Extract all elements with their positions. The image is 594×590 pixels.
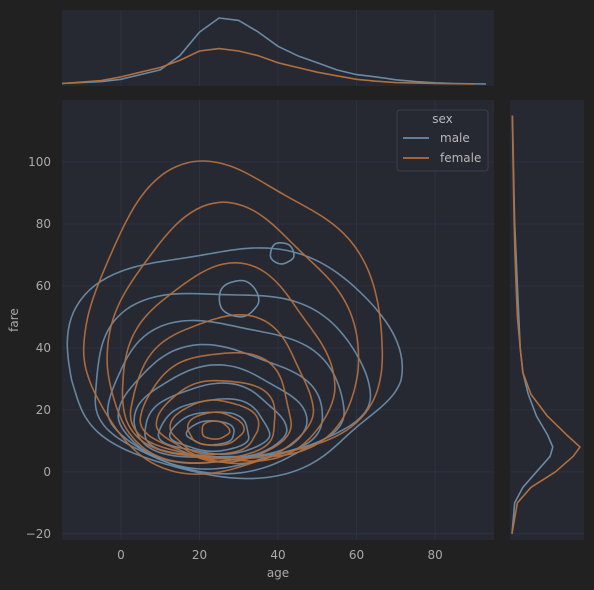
male-contour-level-1 <box>66 247 404 480</box>
male-contour-island <box>269 242 295 265</box>
top-marginal-grid <box>120 10 436 86</box>
female-contour-level-4 <box>129 313 315 465</box>
x-tick-label: 80 <box>427 548 442 562</box>
y-axis-label: fare <box>7 308 21 332</box>
joint-kde-axes: 0 20 40 60 80 −20 0 20 40 60 80 100 <box>26 100 494 562</box>
female-contour-level-9 <box>201 420 231 440</box>
right-marginal-background <box>510 100 584 540</box>
legend-title: sex <box>432 112 453 126</box>
y-tick-label: 80 <box>36 217 51 231</box>
right-marginal-grid <box>510 161 584 535</box>
female-contour-level-5 <box>139 351 293 464</box>
male-contour-level-5 <box>133 363 308 458</box>
y-tick-label: 20 <box>36 403 51 417</box>
x-tick-label: 0 <box>117 548 125 562</box>
right-marginal-axes <box>510 100 584 540</box>
x-tick-labels: 0 20 40 60 80 <box>117 548 443 562</box>
y-tick-label: 100 <box>28 155 51 169</box>
top-marginal-axes <box>61 10 494 86</box>
y-tick-label: 40 <box>36 341 51 355</box>
female-fare-density <box>511 115 581 534</box>
legend-box <box>396 109 489 172</box>
y-tick-labels: −20 0 20 40 60 80 100 <box>26 155 51 541</box>
male-contour-island <box>218 279 260 318</box>
x-tick-label: 20 <box>192 548 207 562</box>
male-age-density <box>61 17 487 85</box>
female-contour-level-8 <box>187 411 245 447</box>
right-marginal-curves <box>511 115 581 534</box>
female-contour-level-3 <box>121 261 336 462</box>
x-axis-label: age <box>267 566 289 580</box>
x-tick-label: 60 <box>349 548 364 562</box>
y-tick-label: 60 <box>36 279 51 293</box>
male-contour-level-8 <box>168 411 250 453</box>
male-contour-level-6 <box>144 382 288 459</box>
x-tick-label: 40 <box>270 548 285 562</box>
female-contour-level-6 <box>155 379 276 460</box>
top-marginal-curves <box>61 17 487 85</box>
female-contour-level-2 <box>106 201 360 464</box>
male-contour-level-9 <box>185 419 235 446</box>
female-age-density <box>61 47 475 85</box>
legend-label-male: male <box>440 131 470 145</box>
legend: sex male female <box>396 109 489 172</box>
female-contour-level-1 <box>82 160 384 476</box>
y-tick-label: 0 <box>43 465 51 479</box>
joint-kde-contours <box>66 160 404 480</box>
legend-label-female: female <box>440 151 481 165</box>
y-tick-label: −20 <box>26 527 51 541</box>
female-contour-level-7 <box>169 399 260 456</box>
